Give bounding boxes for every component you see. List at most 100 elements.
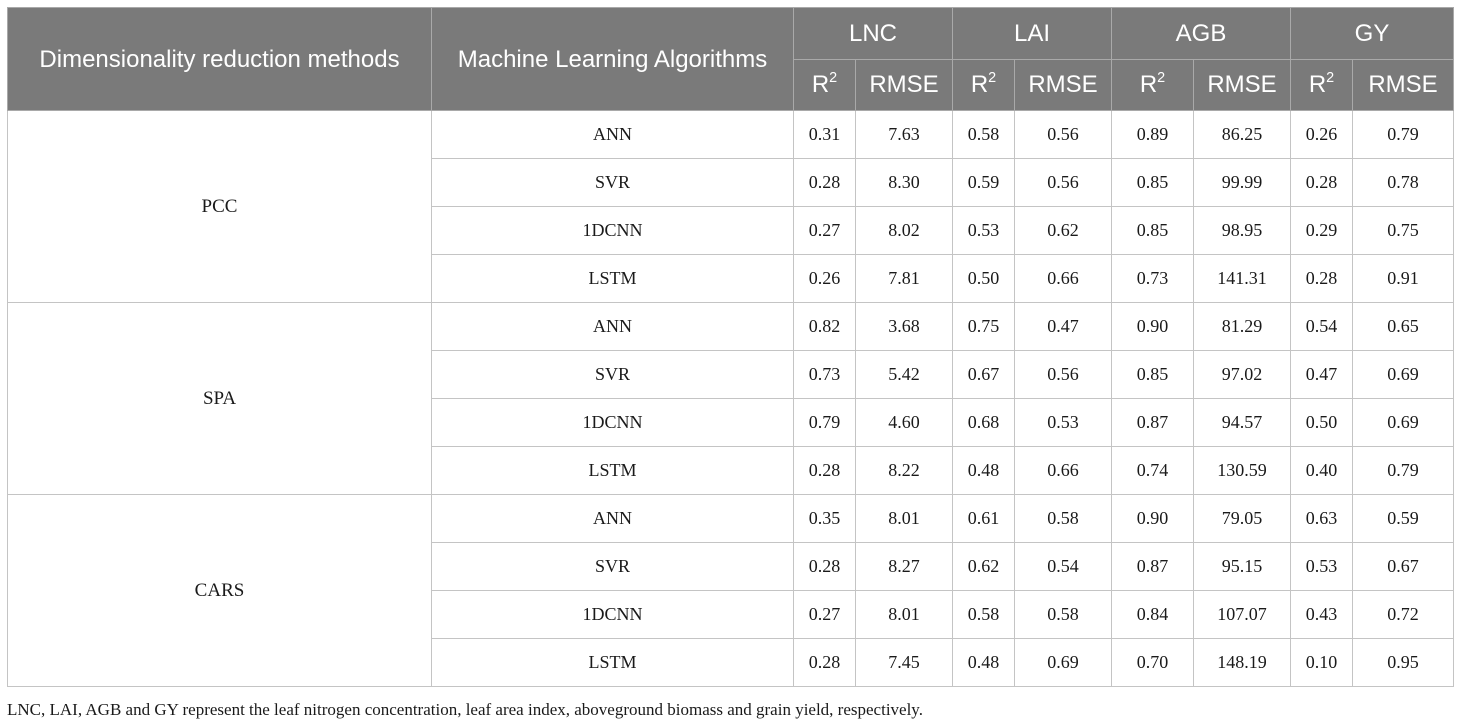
value-cell: 0.69 [1014,638,1113,687]
value-cell: 0.53 [952,206,1016,255]
header-group-lnc: LNC [792,7,954,60]
value-cell: 0.84 [1111,590,1195,639]
algorithm-cell: LSTM [431,446,794,495]
value-cell: 0.69 [1352,350,1455,399]
value-cell: 0.48 [952,446,1016,495]
value-cell: 0.56 [1014,350,1113,399]
value-cell: 0.28 [793,446,856,495]
value-cell: 107.07 [1193,590,1292,639]
value-cell: 0.67 [1352,542,1455,591]
value-cell: 0.75 [952,302,1016,351]
value-cell: 0.62 [1014,206,1113,255]
value-cell: 0.53 [1290,542,1354,591]
value-cell: 0.58 [1014,590,1113,639]
r2-superscript: 2 [1157,69,1166,86]
value-cell: 0.73 [793,350,856,399]
header-rmse-lnc: RMSE [854,59,954,111]
table-body: PCC ANN 0.31 7.63 0.58 0.56 0.89 86.25 0.26 0.79 S… [7,110,1455,687]
value-cell: 3.68 [854,302,954,351]
value-cell: 0.63 [1290,494,1354,543]
value-cell: 86.25 [1193,110,1292,159]
value-cell: 0.58 [952,110,1016,159]
value-cell: 0.69 [1352,398,1455,447]
value-cell: 4.60 [854,398,954,447]
value-cell: 0.10 [1290,638,1354,687]
table-row: LSTM 0.28 7.45 0.48 0.69 0.70 148.19 0.10 0.95 [8,638,1455,687]
results-table-container: Dimensionality reduction methods Machine… [7,7,1455,687]
value-cell: 0.89 [1111,110,1195,159]
header-algorithm-column: Machine Learning Algorithms [431,7,794,111]
header-r2-agb: R2 [1111,59,1195,111]
value-cell: 7.81 [854,254,954,303]
value-cell: 97.02 [1193,350,1292,399]
value-cell: 0.79 [793,398,856,447]
table-row: SVR 0.73 5.42 0.67 0.56 0.85 97.02 0.47 0.69 [8,350,1455,399]
value-cell: 0.27 [793,206,856,255]
value-cell: 8.01 [854,590,954,639]
value-cell: 0.91 [1352,254,1455,303]
value-cell: 0.40 [1290,446,1354,495]
value-cell: 148.19 [1193,638,1292,687]
value-cell: 0.56 [1014,110,1113,159]
table-footnote: LNC, LAI, AGB and GY represent the leaf … [7,700,923,719]
value-cell: 0.95 [1352,638,1455,687]
value-cell: 0.43 [1290,590,1354,639]
table-row: LSTM 0.26 7.81 0.50 0.66 0.73 141.31 0.28 0.91 [8,254,1455,303]
results-table: Dimensionality reduction methods Machine… [7,7,1455,687]
value-cell: 0.82 [793,302,856,351]
value-cell: 0.58 [952,590,1016,639]
value-cell: 0.62 [952,542,1016,591]
value-cell: 0.31 [793,110,856,159]
value-cell: 0.35 [793,494,856,543]
algorithm-cell: 1DCNN [431,590,794,639]
header-r2-lnc: R2 [793,59,856,111]
header-group-agb: AGB [1111,7,1292,60]
header-rmse-agb: RMSE [1193,59,1292,111]
value-cell: 0.75 [1352,206,1455,255]
header-group-gy: GY [1290,7,1455,60]
table-row: 1DCNN 0.79 4.60 0.68 0.53 0.87 94.57 0.50 0.69 [8,398,1455,447]
value-cell: 0.87 [1111,398,1195,447]
algorithm-cell: LSTM [431,254,794,303]
value-cell: 98.95 [1193,206,1292,255]
r2-superscript: 2 [1326,69,1335,86]
value-cell: 0.67 [952,350,1016,399]
value-cell: 95.15 [1193,542,1292,591]
value-cell: 0.54 [1290,302,1354,351]
value-cell: 8.22 [854,446,954,495]
value-cell: 0.73 [1111,254,1195,303]
value-cell: 0.54 [1014,542,1113,591]
value-cell: 130.59 [1193,446,1292,495]
header-rmse-lai: RMSE [1014,59,1113,111]
value-cell: 0.85 [1111,350,1195,399]
r2-label: R [811,71,830,98]
value-cell: 0.28 [793,158,856,207]
value-cell: 0.59 [952,158,1016,207]
algorithm-cell: SVR [431,158,794,207]
value-cell: 99.99 [1193,158,1292,207]
value-cell: 0.59 [1352,494,1455,543]
value-cell: 0.68 [952,398,1016,447]
algorithm-cell: ANN [431,494,794,543]
r2-superscript: 2 [829,69,838,86]
value-cell: 0.56 [1014,158,1113,207]
value-cell: 0.48 [952,638,1016,687]
method-cell: SPA [7,302,432,495]
table-header: Dimensionality reduction methods Machine… [7,7,1455,111]
value-cell: 0.26 [1290,110,1354,159]
header-rmse-gy: RMSE [1352,59,1455,111]
header-group-lai: LAI [952,7,1113,60]
algorithm-cell: SVR [431,350,794,399]
value-cell: 5.42 [854,350,954,399]
value-cell: 8.01 [854,494,954,543]
table-row: 1DCNN 0.27 8.01 0.58 0.58 0.84 107.07 0.43 0.72 [8,590,1455,639]
table-row: LSTM 0.28 8.22 0.48 0.66 0.74 130.59 0.40 0.79 [8,446,1455,495]
value-cell: 8.27 [854,542,954,591]
value-cell: 0.79 [1352,110,1455,159]
value-cell: 0.26 [793,254,856,303]
value-cell: 0.70 [1111,638,1195,687]
value-cell: 0.90 [1111,494,1195,543]
value-cell: 0.58 [1014,494,1113,543]
algorithm-cell: ANN [431,302,794,351]
value-cell: 0.27 [793,590,856,639]
